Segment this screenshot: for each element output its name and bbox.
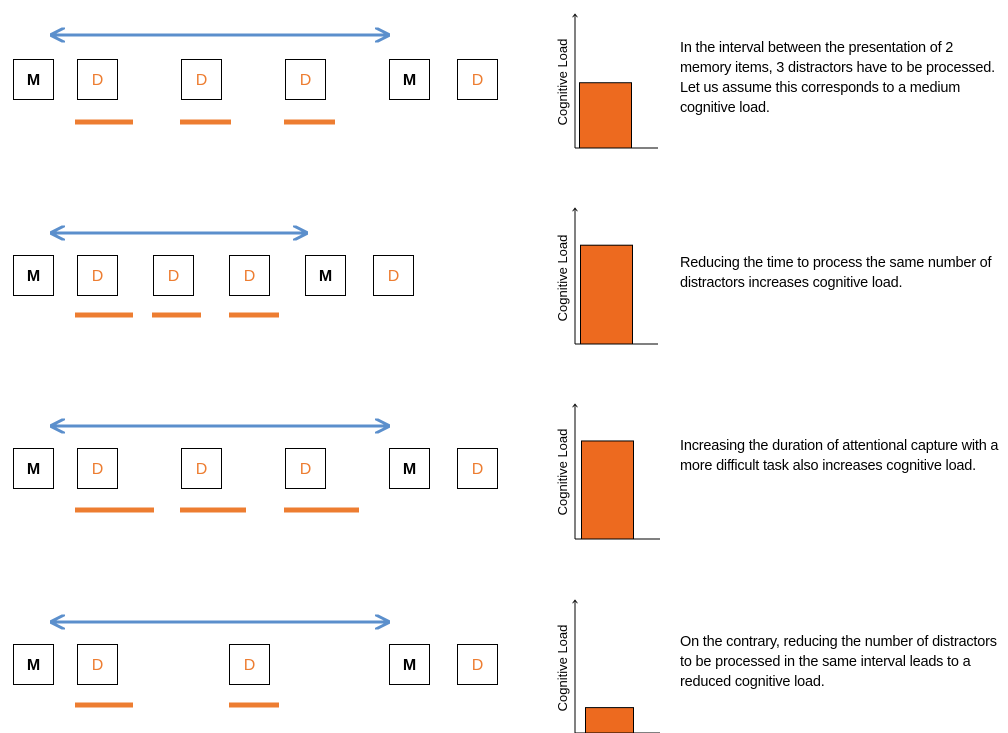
cognitive-load-bar — [581, 440, 634, 540]
distractor-item-label: D — [472, 461, 484, 478]
memory-item-label: M — [403, 72, 416, 89]
distractor-item-label: D — [472, 657, 484, 674]
distractor-item-label: D — [388, 268, 400, 285]
distractor-item-label: D — [168, 268, 180, 285]
cognitive-load-chart-2: Cognitive Load — [555, 207, 658, 345]
cognitive-load-bar — [579, 82, 632, 149]
distractor-item-box: D — [229, 644, 270, 685]
memory-item-box: M — [13, 59, 54, 100]
charts-layer: Cognitive Load Cognitive Load Cognitive Lo… — [555, 13, 660, 733]
row-4-description: On the contrary, reducing the number of … — [680, 634, 997, 690]
memory-item-label: M — [403, 461, 416, 478]
distractor-item-box: D — [77, 448, 118, 489]
memory-item-box: M — [389, 59, 430, 100]
y-axis-label: Cognitive Load — [555, 235, 570, 322]
distractor-item-box: D — [373, 255, 414, 296]
cognitive-load-bar — [585, 707, 634, 733]
cognitive-load-chart-1: Cognitive Load — [555, 13, 658, 149]
distractor-item-label: D — [244, 657, 256, 674]
distractor-item-box: D — [457, 448, 498, 489]
memory-item-box: M — [13, 255, 54, 296]
y-axis-label: Cognitive Load — [555, 625, 570, 712]
y-axis-label: Cognitive Load — [555, 39, 570, 126]
distractor-item-box: D — [77, 644, 118, 685]
memory-item-label: M — [27, 461, 40, 478]
distractor-item-label: D — [92, 72, 104, 89]
distractor-item-box: D — [457, 644, 498, 685]
memory-item-label: M — [403, 657, 416, 674]
distractor-item-box: D — [153, 255, 194, 296]
y-axis-label: Cognitive Load — [555, 429, 570, 516]
distractor-item-label: D — [300, 72, 312, 89]
distractor-item-label: D — [196, 461, 208, 478]
distractor-item-box: D — [77, 255, 118, 296]
rows-layer: M D D D M D M D D D M D M D D D M D M D D M D — [13, 35, 498, 708]
memory-item-box: M — [389, 448, 430, 489]
distractor-item-label: D — [92, 461, 104, 478]
memory-item-label: M — [27, 268, 40, 285]
distractor-item-label: D — [92, 268, 104, 285]
row-1-description: In the interval between the presentation… — [680, 40, 995, 116]
distractor-item-label: D — [300, 461, 312, 478]
distractor-item-label: D — [472, 72, 484, 89]
distractor-item-box: D — [181, 448, 222, 489]
memory-item-box: M — [13, 448, 54, 489]
distractor-item-label: D — [92, 657, 104, 674]
memory-item-label: M — [27, 72, 40, 89]
memory-item-box: M — [389, 644, 430, 685]
distractor-item-box: D — [181, 59, 222, 100]
distractor-item-box: D — [229, 255, 270, 296]
cognitive-load-chart-4: Cognitive Load — [555, 599, 660, 733]
cognitive-load-bar — [580, 244, 633, 345]
distractor-item-box: D — [77, 59, 118, 100]
distractor-item-label: D — [244, 268, 256, 285]
memory-item-label: M — [27, 657, 40, 674]
memory-item-box: M — [13, 644, 54, 685]
memory-item-box: M — [305, 255, 346, 296]
row-2-description: Reducing the time to process the same nu… — [680, 255, 992, 291]
distractor-item-box: D — [285, 448, 326, 489]
distractor-item-box: D — [285, 59, 326, 100]
row-3-description: Increasing the duration of attentional c… — [680, 438, 999, 474]
distractor-item-box: D — [457, 59, 498, 100]
cognitive-load-chart-3: Cognitive Load — [555, 403, 660, 540]
distractor-item-label: D — [196, 72, 208, 89]
memory-item-label: M — [319, 268, 332, 285]
